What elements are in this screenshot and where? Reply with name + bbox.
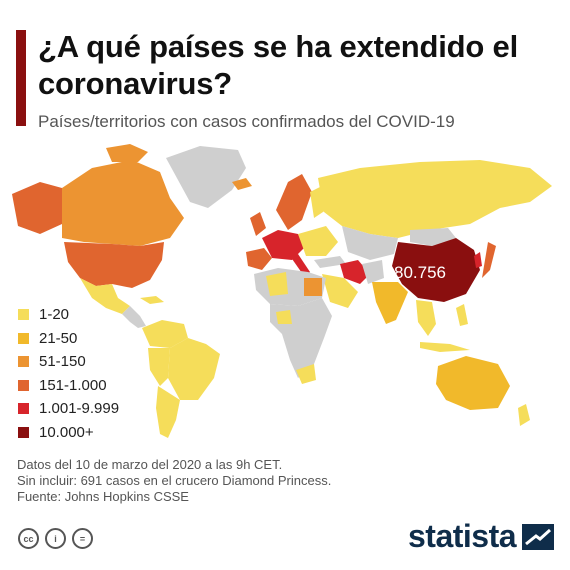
country-central-asia — [342, 226, 398, 260]
license-icons: cc i = — [18, 528, 93, 549]
country-iran — [340, 260, 370, 284]
country-eastern-europe — [298, 226, 338, 256]
note-source: Fuente: Johns Hopkins CSSE — [17, 489, 189, 504]
legend-item: 1-20 — [18, 303, 119, 327]
country-italy — [290, 254, 310, 276]
legend-label: 151-1.000 — [39, 376, 107, 394]
legend-swatch — [18, 309, 29, 321]
legend-item: 10.000+ — [18, 421, 119, 445]
country-south-africa — [296, 364, 316, 384]
country-korea — [474, 252, 482, 268]
country-greenland — [166, 146, 246, 208]
country-philippines — [456, 304, 468, 326]
country-indonesia — [420, 342, 470, 352]
country-arabia — [322, 274, 358, 308]
country-scandinavia — [276, 174, 312, 230]
legend-label: 1-20 — [39, 306, 70, 324]
title-accent-bar — [16, 30, 26, 126]
cc-icon[interactable]: cc — [18, 528, 39, 549]
country-russia — [318, 160, 552, 238]
country-iceland — [232, 178, 252, 190]
legend-label: 10.000+ — [39, 423, 94, 441]
page-subtitle: Países/territorios con casos confirmados… — [38, 112, 455, 131]
country-nigeria — [276, 310, 292, 324]
statista-logo-icon — [522, 523, 555, 550]
country-argentina-chile — [156, 386, 180, 438]
country-china — [392, 238, 480, 302]
legend-label: 21-50 — [39, 329, 78, 347]
legend-item: 21-50 — [18, 327, 119, 351]
legend-swatch — [18, 379, 29, 391]
country-pakistan — [362, 260, 384, 284]
country-japan — [482, 242, 496, 278]
country-colombia-venezuela — [142, 320, 188, 348]
country-new-zealand — [518, 404, 530, 426]
china-value-label: 80.756 — [394, 263, 446, 282]
country-usa — [64, 242, 164, 288]
country-australia — [436, 356, 510, 410]
country-turkey — [314, 256, 346, 268]
country-algeria — [266, 272, 288, 296]
legend-item: 151-1.000 — [18, 374, 119, 398]
country-egypt — [304, 278, 322, 296]
world-map: 80.756 — [12, 144, 552, 438]
nd-icon[interactable]: = — [72, 528, 93, 549]
legend-item: 1.001-9.999 — [18, 397, 119, 421]
country-uk — [250, 212, 266, 236]
brand-name: statista — [408, 518, 517, 554]
legend-swatch — [18, 356, 29, 368]
country-canada — [62, 160, 184, 246]
country-india — [372, 282, 408, 324]
country-brazil — [168, 338, 220, 400]
page-title: ¿A qué países se ha extendido el coronav… — [38, 29, 518, 101]
country-alaska — [12, 182, 62, 234]
legend-swatch — [18, 332, 29, 344]
note-exclusion: Sin incluir: 691 casos en el crucero Dia… — [17, 473, 332, 488]
country-mongolia — [410, 228, 456, 246]
legend: 1-20 21-50 51-150 151-1.000 1.001-9.999 … — [18, 303, 119, 444]
country-iberia — [246, 248, 272, 270]
country-mexico — [80, 278, 130, 314]
country-western-europe — [262, 230, 304, 260]
country-canada-islands — [106, 144, 148, 162]
country-sub-saharan-africa — [270, 298, 332, 378]
country-caribbean — [140, 296, 164, 304]
statista-brand[interactable]: statista — [408, 518, 555, 555]
legend-swatch — [18, 426, 29, 438]
note-date: Datos del 10 de marzo del 2020 a las 9h … — [17, 457, 283, 472]
legend-label: 51-150 — [39, 353, 86, 371]
legend-label: 1.001-9.999 — [39, 400, 120, 418]
source-notes: Datos del 10 de marzo del 2020 a las 9h … — [17, 457, 331, 505]
country-southeast-asia — [416, 300, 436, 336]
country-central-america — [122, 306, 146, 328]
legend-swatch — [18, 403, 29, 415]
legend-item: 51-150 — [18, 350, 119, 374]
country-peru-bolivia — [148, 348, 170, 386]
by-icon[interactable]: i — [45, 528, 66, 549]
